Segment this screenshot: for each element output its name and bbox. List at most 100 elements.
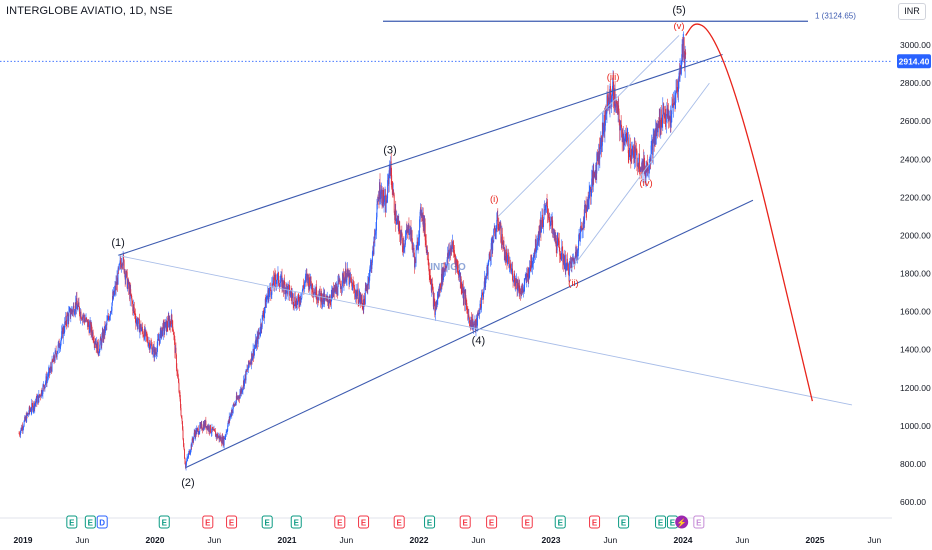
event-marker-earnings[interactable]: E xyxy=(84,515,96,529)
candle-body xyxy=(477,313,479,316)
candle-body xyxy=(159,339,161,343)
candle-body xyxy=(192,438,194,441)
candle-body xyxy=(138,318,140,320)
event-marker-earnings_red[interactable]: E xyxy=(226,515,238,529)
candle-body xyxy=(89,324,91,333)
candle-body xyxy=(241,389,243,393)
event-marker-earnings[interactable]: E xyxy=(424,515,436,529)
candle-body xyxy=(546,201,548,207)
candle-body xyxy=(254,346,256,349)
event-marker-earnings[interactable]: E xyxy=(66,515,78,529)
candle-body xyxy=(509,264,511,268)
candle-body xyxy=(601,145,603,148)
candle-body xyxy=(654,134,656,144)
candle-body xyxy=(176,368,178,373)
event-marker-earnings[interactable]: E xyxy=(554,515,566,529)
candle-body xyxy=(369,267,371,277)
x-tick-label: 2021 xyxy=(278,535,297,545)
candle-body xyxy=(660,109,662,127)
event-marker-shape xyxy=(261,515,273,529)
event-marker-earnings_red[interactable]: E xyxy=(202,515,214,529)
event-marker-earnings_red[interactable]: E xyxy=(589,515,601,529)
candle-body xyxy=(360,299,362,302)
candle-body xyxy=(526,273,528,276)
candle-body xyxy=(104,326,106,334)
candle-body xyxy=(443,268,445,273)
candle-body xyxy=(280,275,282,282)
candle-body xyxy=(221,442,223,444)
candle-body xyxy=(518,287,520,292)
channel-line-upper[interactable] xyxy=(117,54,723,256)
candle-body xyxy=(108,316,110,321)
event-marker-earnings[interactable]: E xyxy=(290,515,302,529)
candle-body xyxy=(116,277,118,285)
candle-body xyxy=(679,72,680,79)
candle-body xyxy=(290,291,292,295)
event-marker-earnings[interactable]: E xyxy=(655,515,667,529)
candle-body xyxy=(493,228,495,229)
candle-body xyxy=(152,352,154,354)
candle-body xyxy=(366,286,368,289)
candle-body xyxy=(135,321,137,324)
candle-body xyxy=(95,343,97,349)
candle-body xyxy=(107,315,109,319)
channel-line-lower[interactable] xyxy=(185,199,754,469)
candle-body xyxy=(30,410,32,412)
candle-body xyxy=(341,273,343,287)
event-marker-earnings_red[interactable]: E xyxy=(521,515,533,529)
event-marker-earnings_red[interactable]: E xyxy=(334,515,346,529)
candle-body xyxy=(183,446,185,450)
candle-body xyxy=(556,247,558,251)
trend-line[interactable] xyxy=(117,255,853,406)
drawing-layer[interactable]: 1 (3124.65) xyxy=(0,11,892,469)
candle-body xyxy=(268,290,270,294)
event-marker-earnings[interactable]: E xyxy=(158,515,170,529)
candle-body xyxy=(391,187,393,190)
candle-body xyxy=(25,416,27,422)
candle-body xyxy=(368,277,370,283)
event-marker-earnings[interactable]: E xyxy=(618,515,630,529)
candle-body xyxy=(569,261,571,264)
price-scale[interactable] xyxy=(892,0,932,550)
candle-body xyxy=(248,360,250,365)
candle-body xyxy=(557,236,559,241)
candle-body xyxy=(96,340,98,353)
event-marker-dividend[interactable]: D xyxy=(96,515,108,529)
candle-body xyxy=(567,263,569,275)
event-marker-earnings_red[interactable]: E xyxy=(393,515,405,529)
event-marker-earnings_red[interactable]: E xyxy=(358,515,370,529)
candle-body xyxy=(432,286,434,292)
x-tick-label: Jun xyxy=(604,535,618,545)
candle-body xyxy=(582,228,584,230)
y-tick-label: 1400.00 xyxy=(900,345,931,355)
candle-body xyxy=(103,326,105,337)
candle-body xyxy=(627,137,629,154)
candle-body xyxy=(316,299,318,301)
candle-body xyxy=(88,321,90,326)
candle-body xyxy=(417,241,419,250)
candle-body xyxy=(182,429,184,440)
event-marker-earnings_red[interactable]: E xyxy=(486,515,498,529)
event-marker-earnings[interactable]: E xyxy=(261,515,273,529)
candle-body xyxy=(543,209,545,220)
event-marker-layer[interactable]: E E D E E E E E E E E E E E E E E E E E ⚡ E xyxy=(66,515,705,529)
trend-line[interactable] xyxy=(570,82,710,271)
candle-body xyxy=(399,225,401,235)
event-marker-split[interactable]: ⚡ xyxy=(675,515,689,529)
trend-line[interactable] xyxy=(497,35,680,217)
candle-body xyxy=(349,272,350,285)
candle-body xyxy=(361,300,363,306)
currency-badge[interactable]: INR xyxy=(898,3,926,20)
projection-curve[interactable] xyxy=(685,23,813,402)
candle-body xyxy=(461,288,463,290)
candle-body xyxy=(492,241,494,251)
candle-body xyxy=(259,332,261,334)
candle-body xyxy=(604,125,606,133)
candle-body xyxy=(172,330,174,335)
event-marker-earnings_red[interactable]: E xyxy=(459,515,471,529)
candle-body xyxy=(99,338,101,345)
candle-body xyxy=(174,338,176,353)
event-marker-split_outline[interactable]: E xyxy=(693,515,705,529)
candle-body xyxy=(49,370,51,373)
